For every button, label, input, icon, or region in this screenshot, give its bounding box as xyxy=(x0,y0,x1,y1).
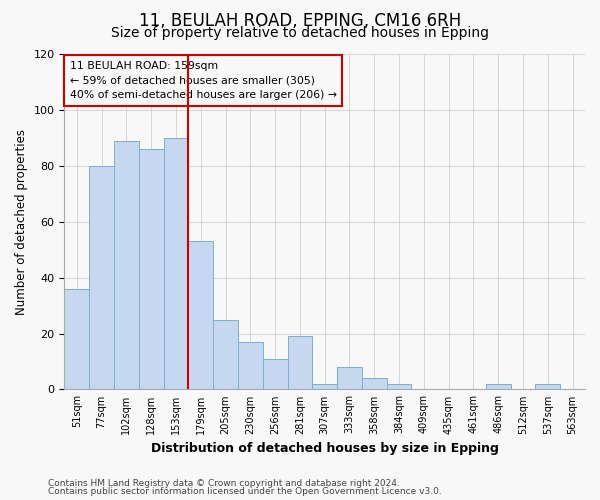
Text: Contains public sector information licensed under the Open Government Licence v3: Contains public sector information licen… xyxy=(48,487,442,496)
Bar xyxy=(362,378,386,390)
Bar xyxy=(337,367,362,390)
Bar xyxy=(386,384,412,390)
Bar xyxy=(164,138,188,390)
Bar xyxy=(263,358,287,390)
Bar xyxy=(287,336,313,390)
Text: 11 BEULAH ROAD: 159sqm
← 59% of detached houses are smaller (305)
40% of semi-de: 11 BEULAH ROAD: 159sqm ← 59% of detached… xyxy=(70,60,337,100)
Text: Size of property relative to detached houses in Epping: Size of property relative to detached ho… xyxy=(111,26,489,40)
Bar xyxy=(313,384,337,390)
Bar xyxy=(114,140,139,390)
Bar xyxy=(89,166,114,390)
Bar xyxy=(64,289,89,390)
Bar xyxy=(139,149,164,390)
X-axis label: Distribution of detached houses by size in Epping: Distribution of detached houses by size … xyxy=(151,442,499,455)
Bar xyxy=(188,242,213,390)
Text: Contains HM Land Registry data © Crown copyright and database right 2024.: Contains HM Land Registry data © Crown c… xyxy=(48,478,400,488)
Bar xyxy=(213,320,238,390)
Text: 11, BEULAH ROAD, EPPING, CM16 6RH: 11, BEULAH ROAD, EPPING, CM16 6RH xyxy=(139,12,461,30)
Bar xyxy=(535,384,560,390)
Y-axis label: Number of detached properties: Number of detached properties xyxy=(15,128,28,314)
Bar xyxy=(238,342,263,390)
Bar xyxy=(486,384,511,390)
